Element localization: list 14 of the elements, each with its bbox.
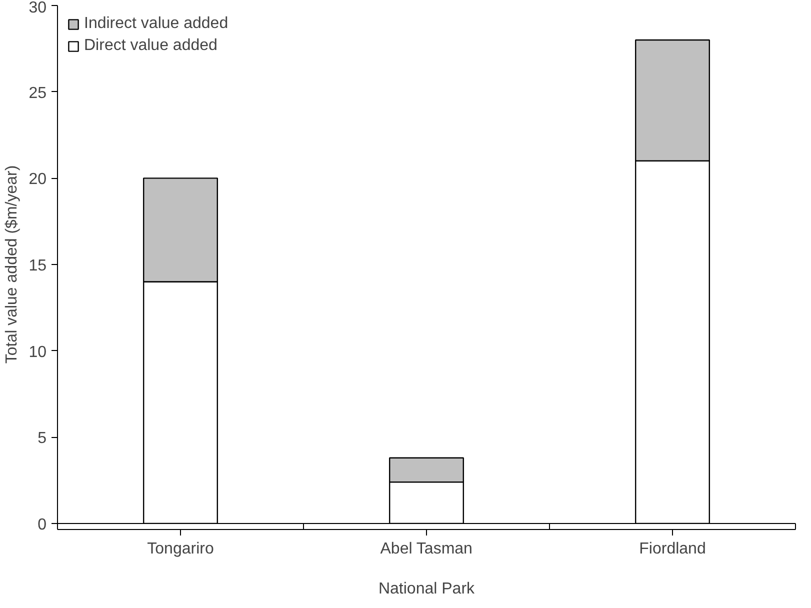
y-tick-label: 15	[28, 258, 47, 274]
y-tick-label: 30	[28, 0, 47, 16]
x-tick-label: Fiordland	[639, 540, 706, 558]
y-tick-label: 0	[38, 516, 47, 534]
x-tick-label: Abel Tasman	[380, 540, 472, 558]
y-tick-label: 10	[28, 344, 47, 361]
x-axis-title: National Park	[378, 580, 476, 598]
y-tick-label: 20	[28, 171, 47, 188]
x-tick-label: Tongariro	[147, 540, 214, 558]
legend-label: Direct value added	[84, 37, 218, 55]
y-tick-label: 5	[38, 430, 47, 448]
y-tick-label: 25	[28, 84, 47, 102]
y-axis-title: Total value added ($m/year)	[4, 165, 21, 364]
legend-label: Indirect value added	[84, 15, 228, 33]
